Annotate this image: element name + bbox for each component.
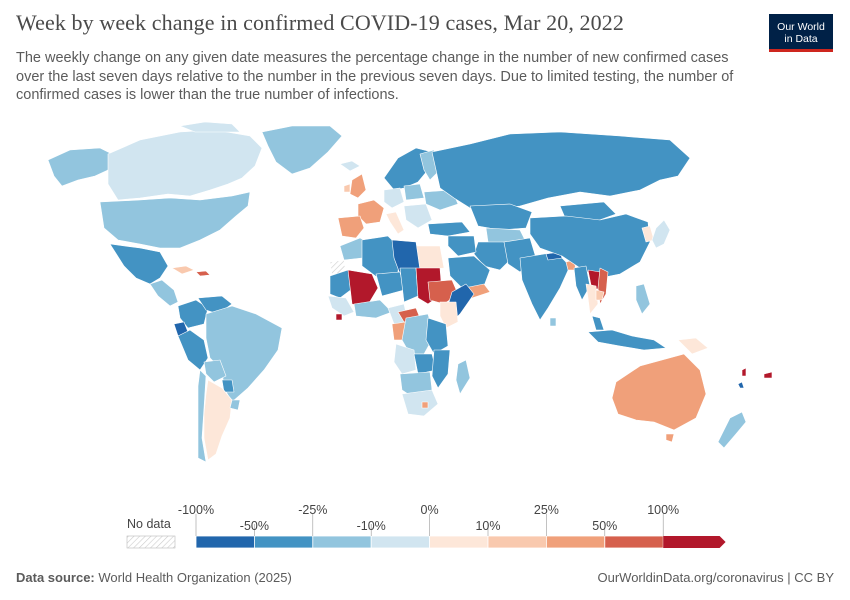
region-sierra-leone[interactable] bbox=[335, 313, 343, 321]
region-new-zealand[interactable] bbox=[717, 411, 747, 449]
region-thailand[interactable] bbox=[585, 283, 599, 315]
region-sri-lanka[interactable] bbox=[549, 317, 557, 327]
region-iceland[interactable] bbox=[339, 160, 361, 172]
world-map[interactable] bbox=[0, 118, 850, 478]
region-colombia[interactable] bbox=[177, 299, 209, 329]
region-ghana-nigeria[interactable] bbox=[353, 299, 393, 319]
region-united-states[interactable] bbox=[99, 191, 251, 249]
region-south-africa[interactable] bbox=[401, 389, 439, 417]
region-alaska[interactable] bbox=[47, 147, 113, 187]
footer-source: Data source: World Health Organization (… bbox=[16, 570, 292, 585]
legend-bottom-label-1: -10% bbox=[357, 519, 386, 533]
region-chile[interactable] bbox=[197, 369, 207, 463]
footer-link-area: OurWorldinData.org/coronavirus | CC BY bbox=[597, 570, 834, 585]
region-ireland[interactable] bbox=[343, 183, 351, 193]
legend-no-data-label: No data bbox=[127, 517, 171, 531]
region-mexico[interactable] bbox=[109, 243, 169, 285]
map-legend: No data -100% -25% 0% 25% 100% -50% -10% 10% 50% bbox=[126, 503, 726, 549]
legend-no-data-swatch bbox=[126, 535, 176, 549]
region-japan[interactable] bbox=[651, 219, 671, 249]
region-australia[interactable] bbox=[611, 353, 707, 431]
region-pacific-islands[interactable] bbox=[741, 367, 747, 377]
legend-top-label-0: -100% bbox=[178, 503, 214, 517]
region-cambodia[interactable] bbox=[595, 289, 605, 301]
chart-title: Week by week change in confirmed COVID-1… bbox=[16, 10, 624, 35]
owid-logo[interactable]: Our World in Data bbox=[769, 14, 833, 52]
license-text: | CC BY bbox=[787, 570, 834, 585]
region-italy[interactable] bbox=[385, 211, 405, 235]
chart-subtitle: The weekly change on any given date meas… bbox=[16, 50, 734, 103]
region-angola[interactable] bbox=[393, 343, 417, 375]
region-bolivia[interactable] bbox=[203, 359, 227, 383]
legend-top-label-3: 25% bbox=[534, 503, 559, 517]
region-central-america[interactable] bbox=[149, 279, 179, 307]
legend-bin-8 bbox=[663, 536, 726, 548]
source-label: Data source: bbox=[16, 570, 95, 585]
region-paraguay[interactable] bbox=[221, 379, 235, 393]
region-mali[interactable] bbox=[347, 269, 379, 309]
legend-bin-6 bbox=[546, 535, 606, 549]
region-myanmar[interactable] bbox=[573, 265, 591, 301]
region-kenya[interactable] bbox=[439, 301, 459, 329]
owid-link[interactable]: OurWorldinData.org/coronavirus bbox=[597, 570, 784, 585]
region-caribbean[interactable] bbox=[171, 265, 195, 275]
region-brazil[interactable] bbox=[205, 305, 283, 403]
region-chad[interactable] bbox=[399, 267, 419, 303]
legend-bin-5 bbox=[487, 535, 547, 549]
legend-bin-7 bbox=[604, 535, 664, 549]
region-lesotho[interactable] bbox=[421, 401, 429, 409]
region-india[interactable] bbox=[519, 251, 571, 321]
legend-bin-1 bbox=[253, 535, 314, 549]
source-text: World Health Organization (2025) bbox=[98, 570, 292, 585]
region-turkey[interactable] bbox=[427, 221, 471, 237]
region-niger[interactable] bbox=[375, 271, 405, 297]
region-kazakhstan[interactable] bbox=[469, 203, 533, 231]
legend-bin-2 bbox=[312, 535, 372, 549]
legend-bin-4 bbox=[429, 535, 489, 549]
legend-top-label-4: 100% bbox=[647, 503, 679, 517]
region-balkans[interactable] bbox=[403, 203, 433, 229]
region-papua-new-guinea[interactable] bbox=[677, 337, 709, 355]
legend-bin-0 bbox=[195, 535, 255, 549]
legend-bin-3 bbox=[370, 535, 431, 549]
legend-top-label-2: 0% bbox=[421, 503, 439, 517]
region-canada-islands[interactable] bbox=[179, 121, 241, 133]
region-canada[interactable] bbox=[107, 129, 263, 201]
region-madagascar[interactable] bbox=[455, 359, 471, 395]
region-uruguay[interactable] bbox=[229, 399, 241, 411]
region-malaysia[interactable] bbox=[591, 315, 605, 331]
region-uk[interactable] bbox=[349, 173, 367, 199]
region-indonesia[interactable] bbox=[587, 329, 667, 351]
region-mozambique[interactable] bbox=[431, 349, 451, 389]
legend-bottom-label-3: 50% bbox=[592, 519, 617, 533]
region-peru[interactable] bbox=[177, 329, 209, 371]
region-uganda-tanzania[interactable] bbox=[425, 317, 449, 355]
region-west-africa-coast[interactable] bbox=[327, 295, 355, 317]
region-china[interactable] bbox=[529, 213, 651, 279]
region-russia[interactable] bbox=[431, 131, 691, 211]
region-iberia[interactable] bbox=[337, 215, 365, 239]
region-france[interactable] bbox=[357, 199, 385, 225]
region-philippines[interactable] bbox=[635, 283, 651, 315]
region-greenland[interactable] bbox=[261, 125, 343, 175]
legend-bottom-label-0: -50% bbox=[240, 519, 269, 533]
region-haiti-dr[interactable] bbox=[195, 270, 211, 277]
region-germany[interactable] bbox=[383, 187, 405, 209]
region-iraq-syria[interactable] bbox=[447, 235, 477, 257]
region-argentina[interactable] bbox=[203, 379, 233, 461]
region-fiji[interactable] bbox=[763, 371, 773, 379]
region-poland[interactable] bbox=[403, 183, 425, 201]
legend-top-label-1: -25% bbox=[298, 503, 327, 517]
legend-bottom-label-2: 10% bbox=[475, 519, 500, 533]
region-new-caledonia[interactable] bbox=[737, 381, 745, 389]
region-tasmania[interactable] bbox=[665, 433, 675, 443]
logo-line-2: in Data bbox=[784, 33, 818, 45]
region-egypt[interactable] bbox=[415, 245, 445, 271]
logo-line-1: Our World bbox=[777, 21, 825, 33]
